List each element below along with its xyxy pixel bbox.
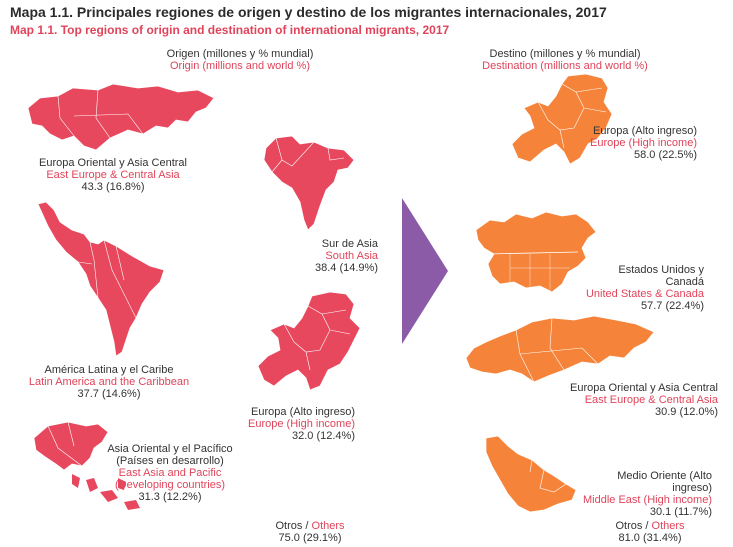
origin-europe-en: Europe (High income) (248, 418, 355, 430)
dest-europe-es: Europa (Alto ingreso) (593, 125, 697, 137)
origin-east-asia-value: 31.3 (12.2%) (138, 491, 202, 503)
origin-label-south-asia: Sur de Asia South Asia 38.4 (14.9%) (258, 238, 378, 274)
dest-east-europe-en: East Europe & Central Asia (584, 394, 718, 406)
origin-east-europe-en: East Europe & Central Asia (46, 169, 180, 181)
origin-label-latin-america: América Latina y el Caribe Latin America… (14, 364, 204, 400)
map-destination-us-canada (470, 208, 600, 303)
origin-east-europe-value: 43.3 (16.8%) (81, 181, 145, 193)
origin-europe-es: Europa (Alto ingreso) (251, 406, 355, 418)
destination-header-es: Destino (millones y % mundial) (489, 48, 641, 60)
destination-others-value: 81.0 (31.4%) (618, 532, 682, 544)
map-origin-east-asia-pacific (28, 418, 148, 518)
origin-header: Origen (millones y % mundial) Origin (mi… (150, 48, 330, 72)
dest-middle-east-es: Medio Oriente (Alto ingreso) (617, 470, 712, 494)
map-destination-middle-east (478, 432, 583, 517)
origin-label-europe: Europa (Alto ingreso) Europe (High incom… (230, 406, 355, 442)
map-destination-east-europe-central-asia (460, 308, 660, 388)
origin-latam-value: 37.7 (14.6%) (77, 388, 141, 400)
origin-east-asia-es: Asia Oriental y el Pacífico (107, 443, 233, 455)
page-title: Mapa 1.1. Principales regiones de origen… (10, 4, 607, 20)
origin-europe-value: 32.0 (12.4%) (292, 430, 355, 442)
origin-east-asia-en2: (Developing countries) (114, 479, 226, 491)
origin-others-value: 75.0 (29.1%) (278, 532, 342, 544)
dest-us-canada-value: 57.7 (22.4%) (641, 300, 704, 312)
origin-east-asia-en: East Asia and Pacific (118, 467, 222, 479)
destination-others-es: Otros / (615, 520, 652, 532)
page-subtitle: Map 1.1. Top regions of origin and desti… (10, 23, 450, 37)
origin-label-east-asia: Asia Oriental y el Pacífico (Países en d… (100, 443, 240, 503)
dest-east-europe-value: 30.9 (12.0%) (655, 406, 718, 418)
map-origin-south-asia (258, 130, 358, 235)
destination-others-en: Others (651, 520, 685, 532)
flow-arrow (400, 196, 450, 346)
dest-middle-east-en: Middle East (High income) (583, 494, 712, 506)
origin-latam-en: Latin America and the Caribbean (28, 376, 190, 388)
map-destination-europe (508, 72, 613, 172)
origin-south-asia-en: South Asia (325, 250, 378, 262)
dest-label-europe: Europa (Alto ingreso) Europe (High incom… (575, 125, 697, 161)
dest-middle-east-value: 30.1 (11.7%) (649, 506, 712, 518)
dest-us-canada-es: Estados Unidos y Canadá (618, 264, 704, 288)
map-origin-latin-america (32, 200, 172, 360)
dest-east-europe-es: Europa Oriental y Asia Central (570, 382, 718, 394)
destination-others: Otros / Others 81.0 (31.4%) (600, 520, 700, 544)
origin-south-asia-value: 38.4 (14.9%) (315, 262, 378, 274)
dest-label-us-canada: Estados Unidos y Canadá United States & … (582, 264, 704, 312)
dest-us-canada-en: United States & Canada (585, 288, 704, 300)
dest-label-east-europe: Europa Oriental y Asia Central East Euro… (568, 382, 718, 418)
destination-header-en: Destination (millions and world %) (482, 60, 648, 72)
map-origin-europe (250, 290, 365, 400)
origin-latam-es: América Latina y el Caribe (44, 364, 174, 376)
origin-others-en: Others (311, 520, 345, 532)
dest-europe-en: Europe (High income) (590, 137, 697, 149)
origin-others-es: Otros / (275, 520, 312, 532)
dest-europe-value: 58.0 (22.5%) (634, 149, 697, 161)
origin-label-east-europe: Europa Oriental y Asia Central East Euro… (18, 157, 208, 193)
origin-south-asia-es: Sur de Asia (321, 238, 378, 250)
map-origin-east-europe-central-asia (18, 78, 218, 158)
dest-label-middle-east: Medio Oriente (Alto ingreso) Middle East… (580, 470, 712, 518)
origin-header-en: Origin (millions and world %) (170, 60, 310, 72)
origin-east-europe-es: Europa Oriental y Asia Central (39, 157, 187, 169)
origin-east-asia-es2: (Países en desarrollo) (116, 455, 224, 467)
origin-header-es: Origen (millones y % mundial) (166, 48, 314, 60)
origin-others: Otros / Others 75.0 (29.1%) (260, 520, 360, 544)
destination-header: Destino (millones y % mundial) Destinati… (470, 48, 660, 72)
